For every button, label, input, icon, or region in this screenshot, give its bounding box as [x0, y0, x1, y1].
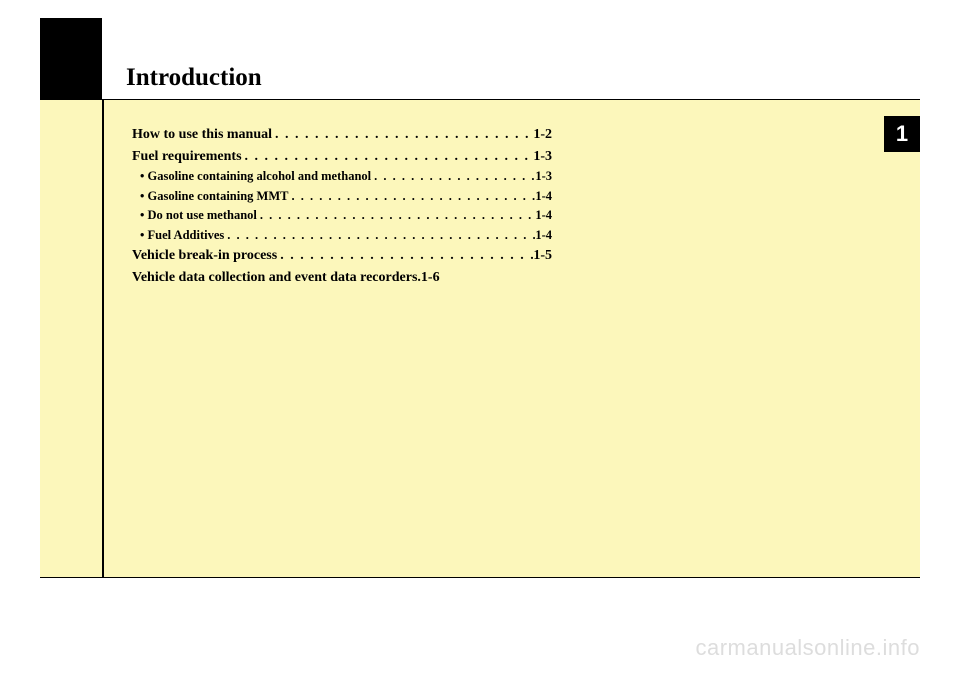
bottom-rule: [40, 577, 920, 579]
corner-block: [40, 18, 102, 100]
toc-label: • Gasoline containing alcohol and methan…: [140, 167, 371, 186]
toc-page: 1-4: [535, 187, 552, 206]
toc-label: • Gasoline containing MMT: [140, 187, 288, 206]
chapter-tab: 1: [884, 116, 920, 152]
toc-row: Vehicle data collection and event data r…: [132, 267, 552, 289]
toc-label: • Fuel Additives: [140, 226, 224, 245]
toc-row: How to use this manual 1-2: [132, 124, 552, 146]
table-of-contents: How to use this manual1-2Fuel requiremen…: [132, 124, 552, 288]
toc-label: Vehicle data collection and event data r…: [132, 267, 417, 289]
content-panel: 1 How to use this manual1-2Fuel requirem…: [40, 100, 920, 578]
toc-leader-dots: [277, 245, 533, 267]
toc-page: 1-3: [533, 146, 552, 168]
toc-page: 1-2: [533, 124, 552, 146]
toc-leader-dots: [224, 226, 535, 245]
toc-leader-dots: [371, 167, 535, 186]
toc-leader-dots: [257, 206, 535, 225]
chapter-title: Introduction: [126, 64, 262, 92]
toc-page: 1-3: [535, 167, 552, 186]
toc-row: Fuel requirements 1-3: [132, 146, 552, 168]
watermark: carmanualsonline.info: [695, 635, 920, 661]
toc-leader-dots: [242, 146, 534, 168]
toc-row: • Gasoline containing MMT 1-4: [132, 187, 552, 206]
toc-label: Fuel requirements: [132, 146, 242, 168]
header: Introduction: [40, 18, 920, 100]
vertical-rule: [102, 100, 104, 578]
toc-row: Vehicle break-in process 1-5: [132, 245, 552, 267]
toc-leader-dots: [272, 124, 533, 146]
toc-row: • Fuel Additives 1-4: [132, 226, 552, 245]
toc-label: Vehicle break-in process: [132, 245, 277, 267]
page: Introduction 1 How to use this manual 1-2…: [40, 18, 920, 578]
toc-label: • Do not use methanol: [140, 206, 257, 225]
toc-page: 1-5: [533, 245, 552, 267]
toc-leader-dots: [288, 187, 535, 206]
toc-page: 1-6: [421, 267, 440, 289]
toc-page: 1-4: [535, 206, 552, 225]
toc-page: 1-4: [535, 226, 552, 245]
toc-row: • Do not use methanol 1-4: [132, 206, 552, 225]
toc-label: How to use this manual: [132, 124, 272, 146]
toc-row: • Gasoline containing alcohol and methan…: [132, 167, 552, 186]
